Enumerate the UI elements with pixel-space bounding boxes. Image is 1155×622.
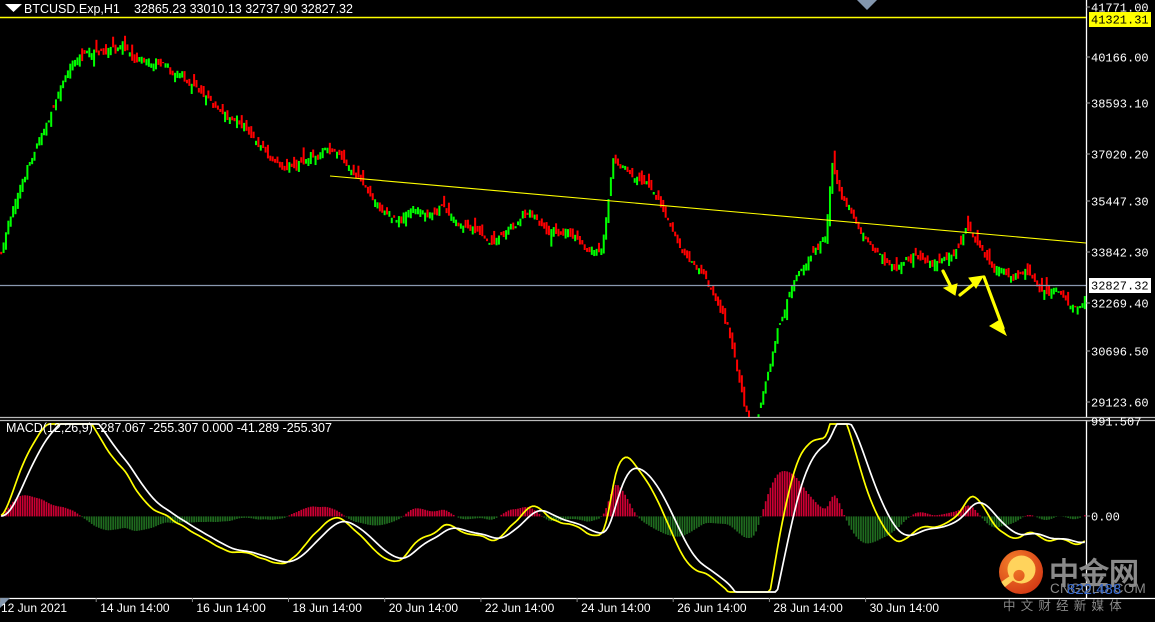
svg-text:24 Jun 14:00: 24 Jun 14:00 <box>581 601 651 615</box>
svg-text:16 Jun 14:00: 16 Jun 14:00 <box>196 601 266 615</box>
svg-text:32827.32: 32827.32 <box>1091 280 1149 294</box>
svg-text:991.507: 991.507 <box>1091 416 1141 430</box>
svg-text:22 Jun 14:00: 22 Jun 14:00 <box>485 601 555 615</box>
svg-text:38593.10: 38593.10 <box>1091 98 1149 112</box>
svg-text:12 Jun 2021: 12 Jun 2021 <box>1 601 67 615</box>
svg-text:BTCUSD.Exp,H1: BTCUSD.Exp,H1 <box>24 2 120 16</box>
svg-text:26 Jun 14:00: 26 Jun 14:00 <box>677 601 747 615</box>
svg-text:30696.50: 30696.50 <box>1091 346 1149 360</box>
svg-text:中文财经新媒体: 中文财经新媒体 <box>1003 598 1127 613</box>
svg-text:29123.60: 29123.60 <box>1091 397 1149 411</box>
svg-text:18 Jun 14:00: 18 Jun 14:00 <box>293 601 363 615</box>
svg-text:32269.40: 32269.40 <box>1091 298 1149 312</box>
svg-text:30 Jun 14:00: 30 Jun 14:00 <box>870 601 940 615</box>
svg-text:822.488: 822.488 <box>1067 581 1121 598</box>
svg-text:0.00: 0.00 <box>1091 511 1120 525</box>
svg-text:33842.30: 33842.30 <box>1091 247 1149 261</box>
svg-text:MACD(12,26,9) -287.067 -255.30: MACD(12,26,9) -287.067 -255.307 0.000 -4… <box>6 421 332 435</box>
svg-text:41321.31: 41321.31 <box>1091 14 1149 28</box>
svg-text:32865.23 33010.13 32737.90 328: 32865.23 33010.13 32737.90 32827.32 <box>134 2 353 16</box>
svg-text:37020.20: 37020.20 <box>1091 149 1149 163</box>
svg-text:28 Jun 14:00: 28 Jun 14:00 <box>773 601 843 615</box>
svg-text:14 Jun 14:00: 14 Jun 14:00 <box>100 601 170 615</box>
svg-text:20 Jun 14:00: 20 Jun 14:00 <box>389 601 459 615</box>
svg-text:35447.30: 35447.30 <box>1091 196 1149 210</box>
svg-text:40166.00: 40166.00 <box>1091 52 1149 66</box>
